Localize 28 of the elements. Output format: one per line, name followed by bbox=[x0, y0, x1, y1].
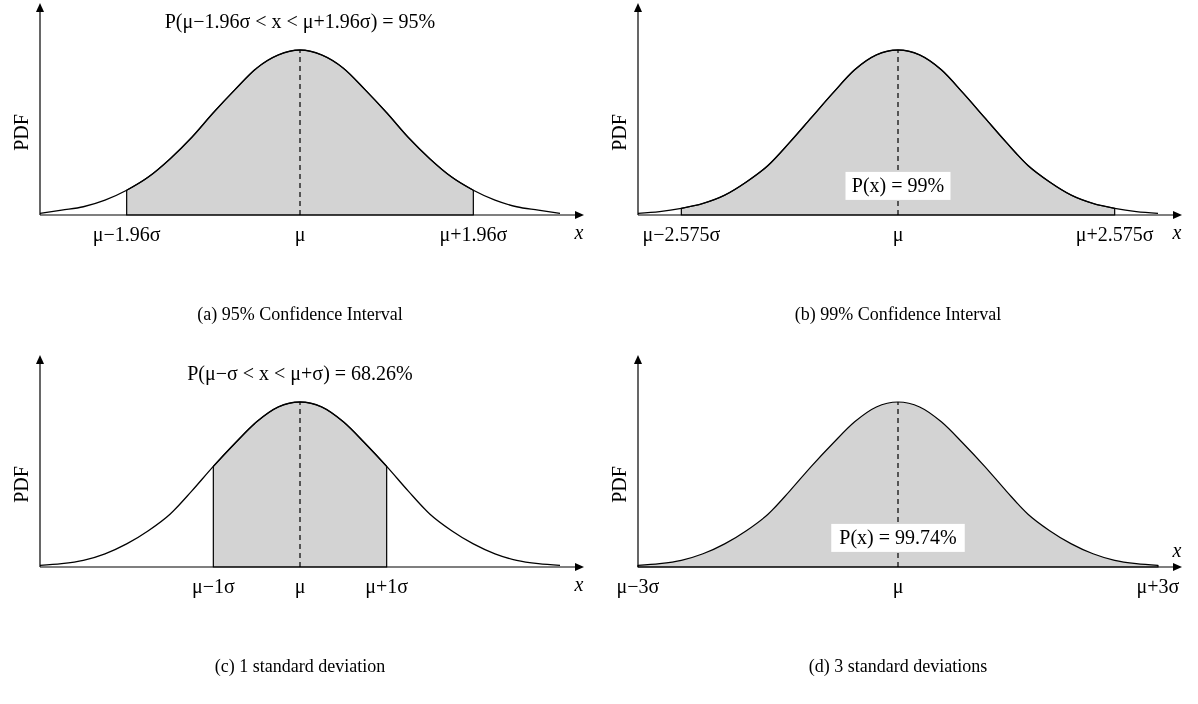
x-tick-label: μ−2.575σ bbox=[642, 223, 721, 246]
x-tick-label: μ+1.96σ bbox=[439, 223, 508, 246]
x-tick-label: μ+2.575σ bbox=[1075, 223, 1154, 246]
annotation: P(x) = 99.74% bbox=[839, 525, 957, 549]
x-tick-label: μ−1.96σ bbox=[92, 223, 161, 246]
x-tick-label: μ−1σ bbox=[191, 575, 235, 598]
x-tick-label: μ bbox=[294, 223, 306, 246]
x-tick-label: μ bbox=[892, 575, 904, 598]
x-tick-label: μ bbox=[892, 223, 904, 246]
annotation: P(x) = 99% bbox=[851, 173, 945, 197]
text: (c) 1 standard deviation bbox=[214, 656, 386, 677]
x-tick-label: μ−3σ bbox=[616, 575, 660, 598]
y-axis-title: PDF bbox=[608, 466, 630, 503]
x-tick-label: μ bbox=[294, 575, 306, 598]
x-axis-title: x bbox=[573, 573, 584, 595]
x-axis-title: x bbox=[573, 221, 584, 243]
text: (d) 3 standard deviations bbox=[808, 656, 988, 677]
x-axis-title: x bbox=[1171, 221, 1182, 243]
text: P(μ−σ < x < μ+σ) = 68.26% bbox=[187, 362, 413, 385]
y-axis-title: PDF bbox=[10, 114, 32, 151]
text: (b) 99% Confidence Interval bbox=[794, 304, 1002, 325]
y-axis-title: PDF bbox=[10, 466, 32, 503]
x-axis-title: x bbox=[1171, 539, 1182, 561]
x-tick-label: μ+1σ bbox=[365, 575, 409, 598]
y-axis-title: PDF bbox=[608, 114, 630, 151]
text: P(μ−1.96σ < x < μ+1.96σ) = 95% bbox=[164, 10, 436, 33]
text: (a) 95% Confidence Interval bbox=[197, 304, 403, 325]
x-tick-label: μ+3σ bbox=[1136, 575, 1180, 598]
